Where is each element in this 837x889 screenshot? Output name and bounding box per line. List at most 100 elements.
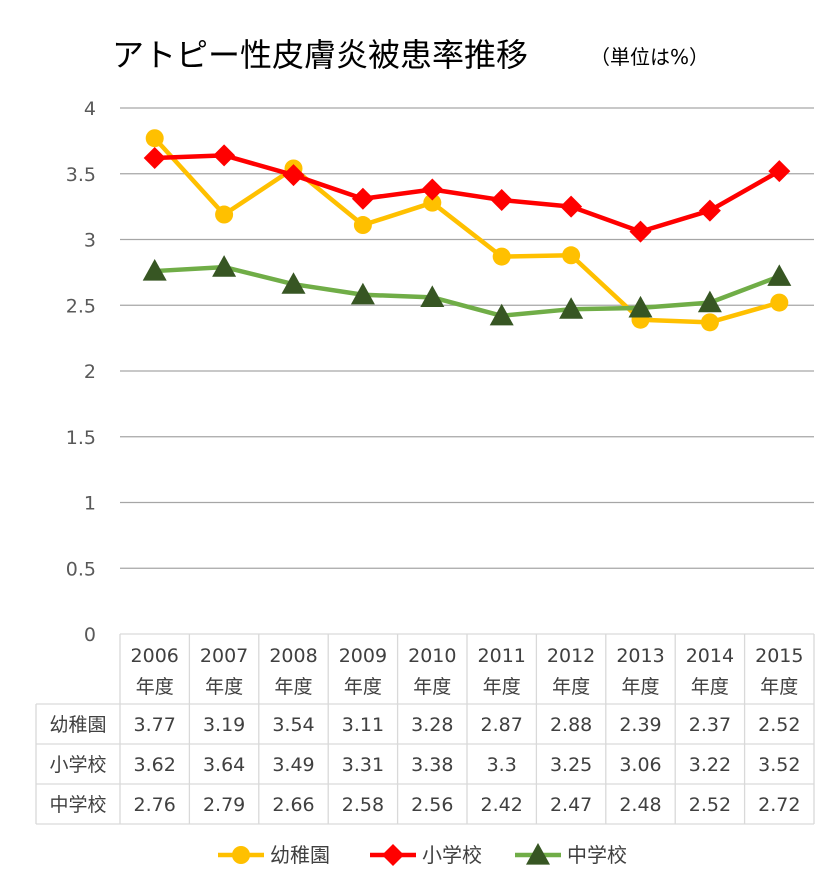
point-marker bbox=[560, 195, 583, 218]
point-marker bbox=[698, 199, 721, 222]
point-marker bbox=[213, 144, 236, 167]
category-year-label: 2014 bbox=[686, 645, 734, 667]
table-cell: 2.52 bbox=[689, 794, 731, 816]
point-marker bbox=[423, 193, 442, 212]
legend: 幼稚園 小学校 中学校 bbox=[218, 843, 627, 867]
category-suffix-label: 年度 bbox=[344, 676, 382, 698]
y-tick-label: 0.5 bbox=[66, 558, 96, 580]
legend-label: 小学校 bbox=[422, 843, 482, 867]
y-tick-label: 0 bbox=[84, 624, 96, 646]
point-marker bbox=[212, 255, 237, 277]
table-cell: 2.87 bbox=[481, 714, 523, 736]
y-tick-label: 2 bbox=[84, 361, 96, 383]
category-year-label: 2009 bbox=[339, 645, 387, 667]
unit-note: （単位は%） bbox=[590, 45, 709, 69]
table-cell: 3.64 bbox=[203, 754, 245, 776]
category-year-label: 2012 bbox=[547, 645, 595, 667]
y-tick-label: 2.5 bbox=[66, 295, 96, 317]
point-marker bbox=[282, 164, 305, 187]
table-cell: 3.28 bbox=[411, 714, 453, 736]
table-cell: 2.48 bbox=[619, 794, 661, 816]
y-tick-label: 4 bbox=[84, 98, 96, 120]
point-marker bbox=[490, 189, 513, 212]
table-cell: 3.11 bbox=[342, 714, 384, 736]
table-cell: 3.52 bbox=[758, 754, 800, 776]
table-cell: 3.54 bbox=[272, 714, 314, 736]
point-marker bbox=[629, 220, 652, 243]
category-suffix-label: 年度 bbox=[274, 676, 312, 698]
category-year-label: 2011 bbox=[478, 645, 526, 667]
table-cell: 3.06 bbox=[619, 754, 661, 776]
series bbox=[143, 144, 791, 243]
table-cell: 2.79 bbox=[203, 794, 245, 816]
table-cell: 3.3 bbox=[487, 754, 517, 776]
y-tick-label: 3.5 bbox=[66, 164, 96, 186]
category-year-label: 2013 bbox=[616, 645, 664, 667]
category-suffix-label: 年度 bbox=[691, 676, 729, 698]
point-marker bbox=[350, 282, 375, 305]
category-suffix-label: 年度 bbox=[483, 676, 521, 698]
series bbox=[142, 255, 792, 326]
category-suffix-label: 年度 bbox=[413, 676, 451, 698]
point-marker bbox=[489, 303, 514, 326]
table-row-label: 中学校 bbox=[49, 794, 106, 816]
point-marker bbox=[382, 844, 404, 866]
table-cell: 2.42 bbox=[481, 794, 523, 816]
category-suffix-label: 年度 bbox=[552, 676, 590, 698]
table-cell: 3.38 bbox=[411, 754, 453, 776]
point-marker bbox=[143, 146, 166, 169]
point-marker bbox=[526, 843, 550, 865]
point-marker bbox=[770, 293, 789, 312]
y-tick-label: 3 bbox=[84, 230, 96, 252]
point-marker bbox=[700, 313, 719, 332]
point-marker bbox=[767, 264, 792, 286]
data-table: 2006 年度 2007 年度 2008 年度 2009 年度 2010 年度 2011 年度 2012… bbox=[35, 633, 815, 825]
table-cell: 2.39 bbox=[619, 714, 661, 736]
series-line bbox=[154, 153, 781, 234]
point-marker bbox=[215, 205, 234, 224]
series-line bbox=[153, 136, 780, 325]
table-cell: 3.19 bbox=[203, 714, 245, 736]
legend-label: 中学校 bbox=[567, 843, 627, 867]
y-tick-label: 1 bbox=[84, 493, 96, 515]
table-cell: 2.37 bbox=[689, 714, 731, 736]
category-suffix-label: 年度 bbox=[205, 676, 243, 698]
table-cell: 2.72 bbox=[758, 794, 800, 816]
point-marker bbox=[420, 285, 445, 307]
point-marker bbox=[492, 247, 511, 266]
table-cell: 3.22 bbox=[689, 754, 731, 776]
table-cell: 2.58 bbox=[342, 794, 384, 816]
category-year-label: 2008 bbox=[269, 645, 317, 667]
table-cell: 3.31 bbox=[342, 754, 384, 776]
point-marker bbox=[142, 259, 167, 281]
point-marker bbox=[232, 846, 250, 864]
category-year-label: 2006 bbox=[131, 645, 179, 667]
table-cell: 2.47 bbox=[550, 794, 592, 816]
category-suffix-label: 年度 bbox=[760, 676, 798, 698]
table-cell: 2.56 bbox=[411, 794, 453, 816]
category-suffix-label: 年度 bbox=[621, 676, 659, 698]
table-cell: 3.77 bbox=[134, 714, 176, 736]
point-marker bbox=[351, 187, 374, 210]
plot-area: 0 0.5 1 1.5 2 2.5 3 3.5 4 bbox=[66, 98, 814, 646]
y-tick-label: 1.5 bbox=[66, 427, 96, 449]
category-year-label: 2015 bbox=[755, 645, 803, 667]
point-marker bbox=[768, 160, 791, 183]
point-marker bbox=[559, 297, 584, 319]
table-cell: 2.88 bbox=[550, 714, 592, 736]
series-line bbox=[154, 264, 781, 319]
category-year-label: 2007 bbox=[200, 645, 248, 667]
chart-title: アトピー性皮膚炎被患率推移 bbox=[112, 36, 528, 74]
point-marker bbox=[628, 295, 653, 318]
point-marker bbox=[145, 129, 164, 148]
table-row-label: 幼稚園 bbox=[49, 714, 106, 736]
table-cell: 3.62 bbox=[134, 754, 176, 776]
point-marker bbox=[281, 272, 306, 294]
table-row-label: 小学校 bbox=[49, 754, 106, 776]
legend-label: 幼稚園 bbox=[270, 843, 330, 867]
table-cell: 3.49 bbox=[272, 754, 314, 776]
table-cell: 2.66 bbox=[272, 794, 314, 816]
table-cell: 2.76 bbox=[134, 794, 176, 816]
point-marker bbox=[562, 246, 581, 265]
